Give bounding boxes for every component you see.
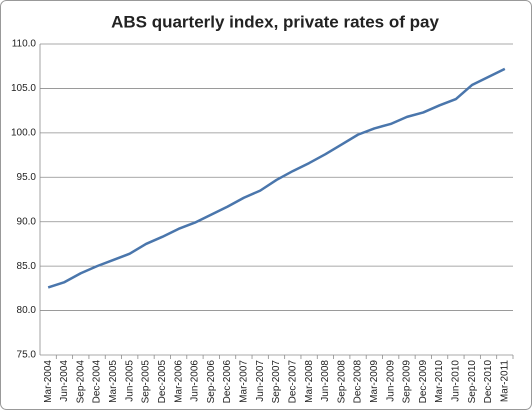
x-tick-label: Dec-2009 [418, 360, 429, 404]
x-tick-label: Jun-2008 [320, 360, 331, 402]
x-tick-label: Dec-2006 [222, 360, 233, 404]
x-tick-label: Mar-2009 [369, 360, 380, 403]
x-tick-label: Sep-2004 [75, 360, 86, 404]
x-tick-label: Dec-2005 [157, 360, 168, 404]
line-series [47, 67, 506, 289]
x-tick-label: Mar-2005 [108, 360, 119, 403]
x-tick-label: Mar-2006 [173, 360, 184, 403]
x-tick-label: Jun-2009 [385, 360, 396, 402]
x-tick-label: Dec-2010 [483, 360, 494, 404]
y-tick-label: 100.0 [11, 127, 36, 138]
x-tick-label: Mar-2010 [434, 360, 445, 403]
x-tick-label: Dec-2008 [353, 360, 364, 404]
x-tick-label: Sep-2008 [336, 360, 347, 404]
y-tick-label: 75.0 [17, 350, 37, 361]
y-tick-label: 105.0 [11, 83, 36, 94]
x-tick-label: Sep-2007 [271, 360, 282, 404]
x-tick-label: Jun-2004 [59, 360, 70, 402]
y-tick-label: 95.0 [17, 172, 37, 183]
x-tick-label: Jun-2007 [255, 360, 266, 402]
x-tick-label: Mar-2011 [499, 360, 510, 402]
x-tick-label: Mar-2007 [239, 360, 250, 403]
x-tick-label: Sep-2005 [141, 360, 152, 404]
x-tick-label: Dec-2007 [287, 360, 298, 404]
chart-title: ABS quarterly index, private rates of pa… [111, 12, 439, 31]
x-tick-label: Sep-2006 [206, 360, 217, 404]
x-tick-label: Jun-2006 [190, 360, 201, 402]
x-tick-label: Jun-2005 [124, 360, 135, 402]
x-tick-label: Mar-2008 [304, 360, 315, 403]
x-tick-label: Sep-2010 [467, 360, 478, 404]
y-tick-label: 90.0 [17, 216, 37, 227]
y-tick-label: 80.0 [17, 305, 37, 316]
y-tick-label: 85.0 [17, 261, 37, 272]
x-tick-label: Jun-2010 [451, 360, 462, 402]
y-tick-label: 110.0 [12, 39, 37, 50]
x-tick-label: Dec-2004 [92, 360, 103, 404]
x-tick-label: Mar-2004 [43, 360, 54, 403]
x-tick-label: Sep-2009 [402, 360, 413, 404]
